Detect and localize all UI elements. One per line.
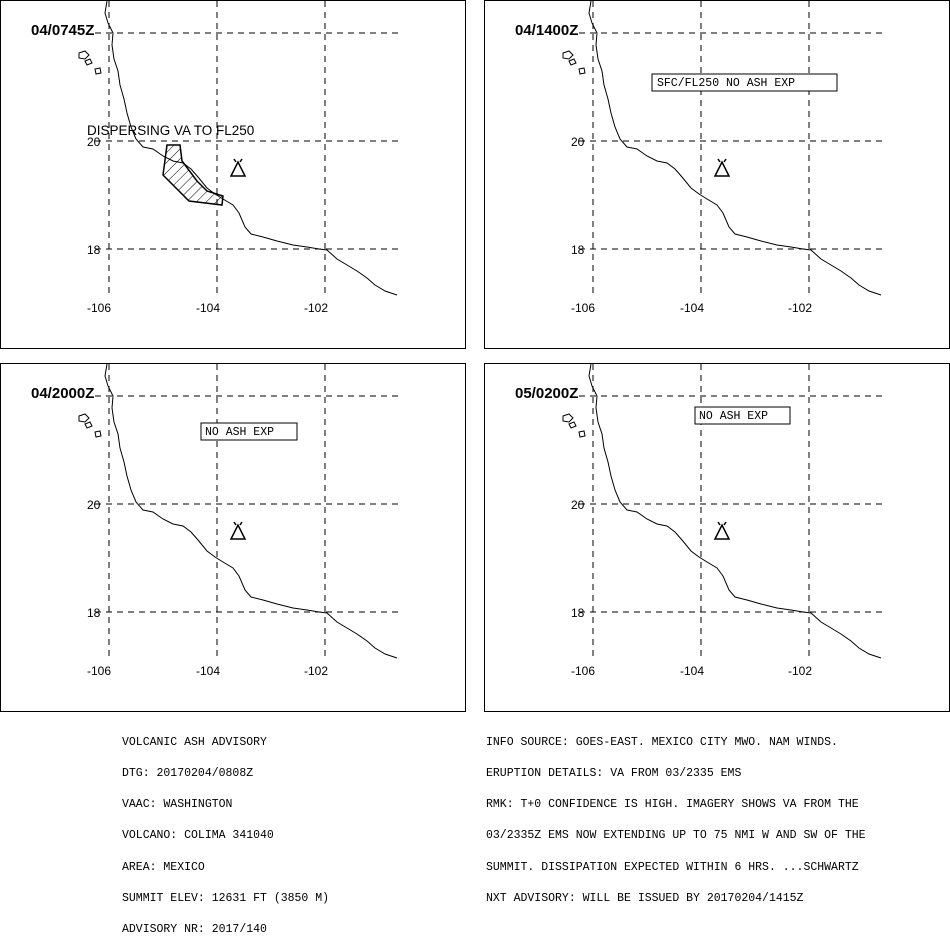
advisory-line: VAAC: WASHINGTON — [122, 798, 233, 812]
island — [94, 67, 102, 75]
map-canvas-1: 04/0745Z -106 -104 -102 20 18 DISPERSING… — [31, 1, 401, 315]
island — [78, 50, 90, 60]
island — [562, 50, 574, 60]
annotation-box — [651, 73, 838, 92]
advisory-line: SUMMIT ELEV: 12631 FT (3850 M) — [122, 891, 330, 905]
volcano-icon — [229, 158, 247, 177]
lon-label: -104 — [196, 301, 220, 315]
volcano-icon — [229, 521, 247, 540]
lon-label: -102 — [788, 664, 812, 678]
islands — [562, 413, 586, 438]
panel-time: 05/0200Z — [515, 385, 578, 402]
coastline — [588, 364, 882, 659]
lat-label: 20 — [87, 498, 101, 512]
ash-polygon — [162, 144, 224, 206]
lon-label: -102 — [304, 664, 328, 678]
coastline — [104, 1, 398, 296]
lat-label: 20 — [571, 498, 585, 512]
advisory-line: 03/2335Z EMS NOW EXTENDING UP TO 75 NMI … — [486, 829, 866, 843]
island — [568, 421, 577, 429]
annotation-box — [200, 422, 298, 441]
lat-label: 18 — [87, 606, 101, 620]
lat-label: 18 — [571, 606, 585, 620]
islands — [78, 413, 102, 438]
advisory-line: VOLCANIC ASH ADVISORY — [122, 735, 267, 749]
annotation-box — [694, 406, 791, 425]
coastline — [588, 1, 882, 296]
map-canvas-3: 04/2000Z -106 -104 -102 20 18 NO ASH EXP — [31, 364, 401, 678]
island — [562, 413, 574, 423]
volcano-icon — [713, 521, 731, 540]
grid-lines — [95, 364, 401, 660]
panel-time: 04/2000Z — [31, 385, 94, 402]
lon-label: -106 — [87, 664, 111, 678]
advisory-line: VOLCANO: COLIMA 341040 — [122, 829, 274, 843]
lon-label: -106 — [571, 664, 595, 678]
island — [84, 58, 93, 66]
grid-lines — [579, 1, 885, 297]
lat-label: 18 — [571, 243, 585, 257]
lon-label: -104 — [196, 664, 220, 678]
advisory-right: INFO SOURCE: GOES-EAST. MEXICO CITY MWO.… — [486, 717, 866, 915]
volcano-icon — [713, 158, 731, 177]
island — [578, 67, 586, 75]
map-panel-4: 05/0200Z -106 -104 -102 20 18 NO ASH EXP — [484, 363, 950, 712]
lat-label: 18 — [87, 243, 101, 257]
lon-label: -102 — [304, 301, 328, 315]
panel-time: 04/1400Z — [515, 22, 578, 39]
advisory-line: ERUPTION DETAILS: VA FROM 03/2335 EMS — [486, 767, 742, 781]
island — [568, 58, 577, 66]
lon-label: -106 — [87, 301, 111, 315]
map-canvas-2: 04/1400Z -106 -104 -102 20 18 SFC/FL250 … — [515, 1, 885, 315]
advisory-left: VOLCANIC ASH ADVISORY DTG: 20170204/0808… — [122, 717, 329, 946]
island — [578, 430, 586, 438]
ash-cloud-polygon — [162, 144, 224, 206]
advisory-line: INFO SOURCE: GOES-EAST. MEXICO CITY MWO.… — [486, 735, 838, 749]
advisory-line: AREA: MEXICO — [122, 860, 205, 874]
islands — [78, 50, 102, 75]
lat-label: 20 — [571, 135, 585, 149]
ash-annotation: SFC/FL250 NO ASH EXP — [657, 77, 795, 90]
advisory-line: RMK: T+0 CONFIDENCE IS HIGH. IMAGERY SHO… — [486, 798, 859, 812]
advisory-line: DTG: 20170204/0808Z — [122, 767, 254, 781]
grid-lines — [95, 1, 401, 297]
island — [78, 413, 90, 423]
advisory-line: SUMMIT. DISSIPATION EXPECTED WITHIN 6 HR… — [486, 860, 859, 874]
map-canvas-4: 05/0200Z -106 -104 -102 20 18 NO ASH EXP — [515, 364, 885, 678]
island — [94, 430, 102, 438]
advisory-line: NXT ADVISORY: WILL BE ISSUED BY 20170204… — [486, 891, 804, 905]
ash-annotation: NO ASH EXP — [699, 410, 768, 423]
lat-label: 20 — [87, 135, 101, 149]
map-panel-2: 04/1400Z -106 -104 -102 20 18 SFC/FL250 … — [484, 0, 950, 349]
lon-label: -106 — [571, 301, 595, 315]
map-panel-1: 04/0745Z -106 -104 -102 20 18 DISPERSING… — [0, 0, 466, 349]
island — [84, 421, 93, 429]
map-panel-3: 04/2000Z -106 -104 -102 20 18 NO ASH EXP — [0, 363, 466, 712]
lon-label: -104 — [680, 301, 704, 315]
lon-label: -104 — [680, 664, 704, 678]
panel-time: 04/0745Z — [31, 22, 94, 39]
coastline — [104, 364, 398, 659]
advisory-line: ADVISORY NR: 2017/140 — [122, 923, 267, 937]
ash-annotation: NO ASH EXP — [205, 426, 274, 439]
islands — [562, 50, 586, 75]
lon-label: -102 — [788, 301, 812, 315]
ash-annotation: DISPERSING VA TO FL250 — [87, 123, 254, 138]
